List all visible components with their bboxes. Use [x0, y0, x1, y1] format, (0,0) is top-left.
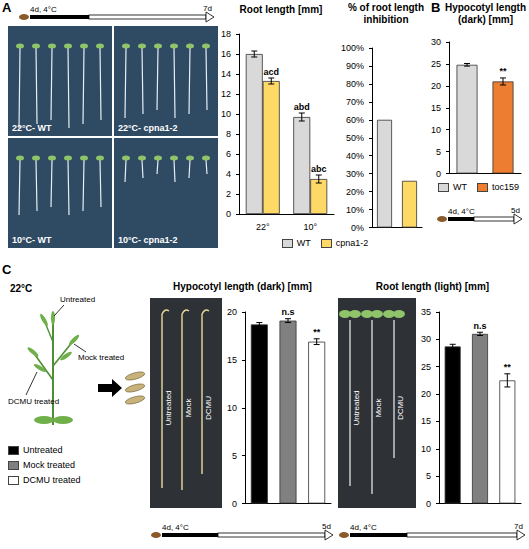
svg-text:50%: 50% — [346, 133, 364, 143]
svg-text:30: 30 — [431, 37, 441, 47]
svg-text:5: 5 — [426, 471, 431, 481]
svg-text:30%: 30% — [346, 169, 364, 179]
html-text:A: A — [2, 0, 12, 15]
svg-text:2: 2 — [226, 189, 231, 199]
svg-text:4d, 4°C: 4d, 4°C — [162, 523, 189, 532]
svg-text:20: 20 — [227, 307, 237, 317]
svg-text:7d: 7d — [203, 4, 212, 13]
svg-text:Untreated: Untreated — [164, 390, 173, 425]
svg-text:12: 12 — [221, 89, 231, 99]
svg-text:**: ** — [499, 66, 507, 76]
svg-text:acd: acd — [264, 67, 280, 77]
svg-text:0: 0 — [232, 499, 237, 509]
svg-text:70%: 70% — [346, 97, 364, 107]
svg-text:DCMU: DCMU — [396, 396, 405, 420]
html-text:B: B — [431, 0, 441, 15]
svg-text:n.s: n.s — [281, 307, 294, 317]
svg-text:25: 25 — [431, 59, 441, 69]
svg-text:7d: 7d — [514, 522, 523, 531]
svg-text:14: 14 — [221, 69, 231, 79]
svg-text:abd: abd — [294, 102, 310, 112]
svg-text:25: 25 — [421, 362, 431, 372]
svg-text:40%: 40% — [346, 151, 364, 161]
html-text:cpna1-2: cpna1-2 — [335, 238, 369, 248]
svg-text:10°C- WT: 10°C- WT — [12, 235, 52, 245]
svg-text:Mock: Mock — [374, 397, 383, 417]
svg-text:10°C- cpna1-2: 10°C- cpna1-2 — [118, 235, 178, 245]
svg-text:0: 0 — [436, 169, 441, 179]
html-text:toc159: toc159 — [492, 182, 519, 192]
svg-text:0%: 0% — [351, 223, 364, 233]
svg-text:22°C- WT: 22°C- WT — [12, 123, 52, 133]
svg-text:20%: 20% — [346, 187, 364, 197]
svg-text:4d, 4°C: 4d, 4°C — [350, 523, 377, 532]
svg-text:DCMU treated: DCMU treated — [8, 397, 59, 406]
html-text:Root length (light) [mm]: Root length (light) [mm] — [375, 281, 490, 292]
svg-text:15: 15 — [431, 103, 441, 113]
svg-text:5d: 5d — [322, 522, 331, 531]
svg-text:**: ** — [504, 362, 512, 372]
html-text:WT: WT — [453, 182, 467, 192]
svg-text:90%: 90% — [346, 61, 364, 71]
svg-text:80%: 80% — [346, 79, 364, 89]
svg-text:20: 20 — [431, 81, 441, 91]
svg-text:0: 0 — [426, 499, 431, 509]
svg-text:5d: 5d — [511, 206, 520, 215]
svg-text:10: 10 — [421, 444, 431, 454]
html-text:Hypocotyl length (dark) [mm]: Hypocotyl length (dark) [mm] — [173, 281, 312, 292]
svg-text:100%: 100% — [341, 43, 364, 53]
svg-text:22°C: 22°C — [10, 283, 32, 294]
svg-text:5: 5 — [436, 147, 441, 157]
svg-text:10°: 10° — [303, 222, 317, 232]
svg-text:10%: 10% — [346, 205, 364, 215]
svg-text:30: 30 — [421, 334, 431, 344]
html-text:Hypocotyl length (dark) [mm]: Hypocotyl length (dark) [mm] — [444, 2, 527, 25]
svg-text:**: ** — [313, 327, 321, 337]
svg-text:15: 15 — [421, 416, 431, 426]
svg-text:10: 10 — [221, 109, 231, 119]
svg-text:22°C- cpna1-2: 22°C- cpna1-2 — [118, 123, 178, 133]
svg-text:Untreated: Untreated — [352, 390, 361, 425]
html-text:WT: WT — [296, 238, 311, 248]
html-text:DCMU treated: DCMU treated — [23, 475, 81, 485]
svg-text:22°: 22° — [256, 222, 270, 232]
svg-text:0: 0 — [226, 209, 231, 219]
svg-text:8: 8 — [226, 129, 231, 139]
svg-text:18: 18 — [221, 29, 231, 39]
svg-text:n.s: n.s — [473, 321, 486, 331]
svg-text:Untreated: Untreated — [60, 295, 95, 304]
svg-text:abc: abc — [311, 164, 327, 174]
svg-text:35: 35 — [421, 307, 431, 317]
svg-text:4: 4 — [226, 169, 231, 179]
svg-text:4d, 4°C: 4d, 4°C — [448, 207, 475, 216]
svg-text:6: 6 — [226, 149, 231, 159]
svg-text:DCMU: DCMU — [204, 396, 213, 420]
svg-text:15: 15 — [227, 355, 237, 365]
svg-text:4d, 4°C: 4d, 4°C — [30, 5, 57, 14]
svg-text:5: 5 — [232, 451, 237, 461]
html-text:Mock treated: Mock treated — [23, 460, 75, 470]
svg-text:16: 16 — [221, 49, 231, 59]
svg-text:10: 10 — [227, 403, 237, 413]
svg-text:20: 20 — [421, 389, 431, 399]
svg-text:60%: 60% — [346, 115, 364, 125]
svg-text:10: 10 — [431, 125, 441, 135]
svg-text:Mock treated: Mock treated — [78, 353, 124, 362]
html-text:% of root length inhibition: % of root length inhibition — [347, 2, 424, 25]
svg-text:Mock: Mock — [184, 397, 193, 417]
html-text:Untreated: Untreated — [23, 445, 63, 455]
html-text:C: C — [2, 262, 12, 277]
html-text:Root length [mm]: Root length [mm] — [239, 4, 323, 15]
